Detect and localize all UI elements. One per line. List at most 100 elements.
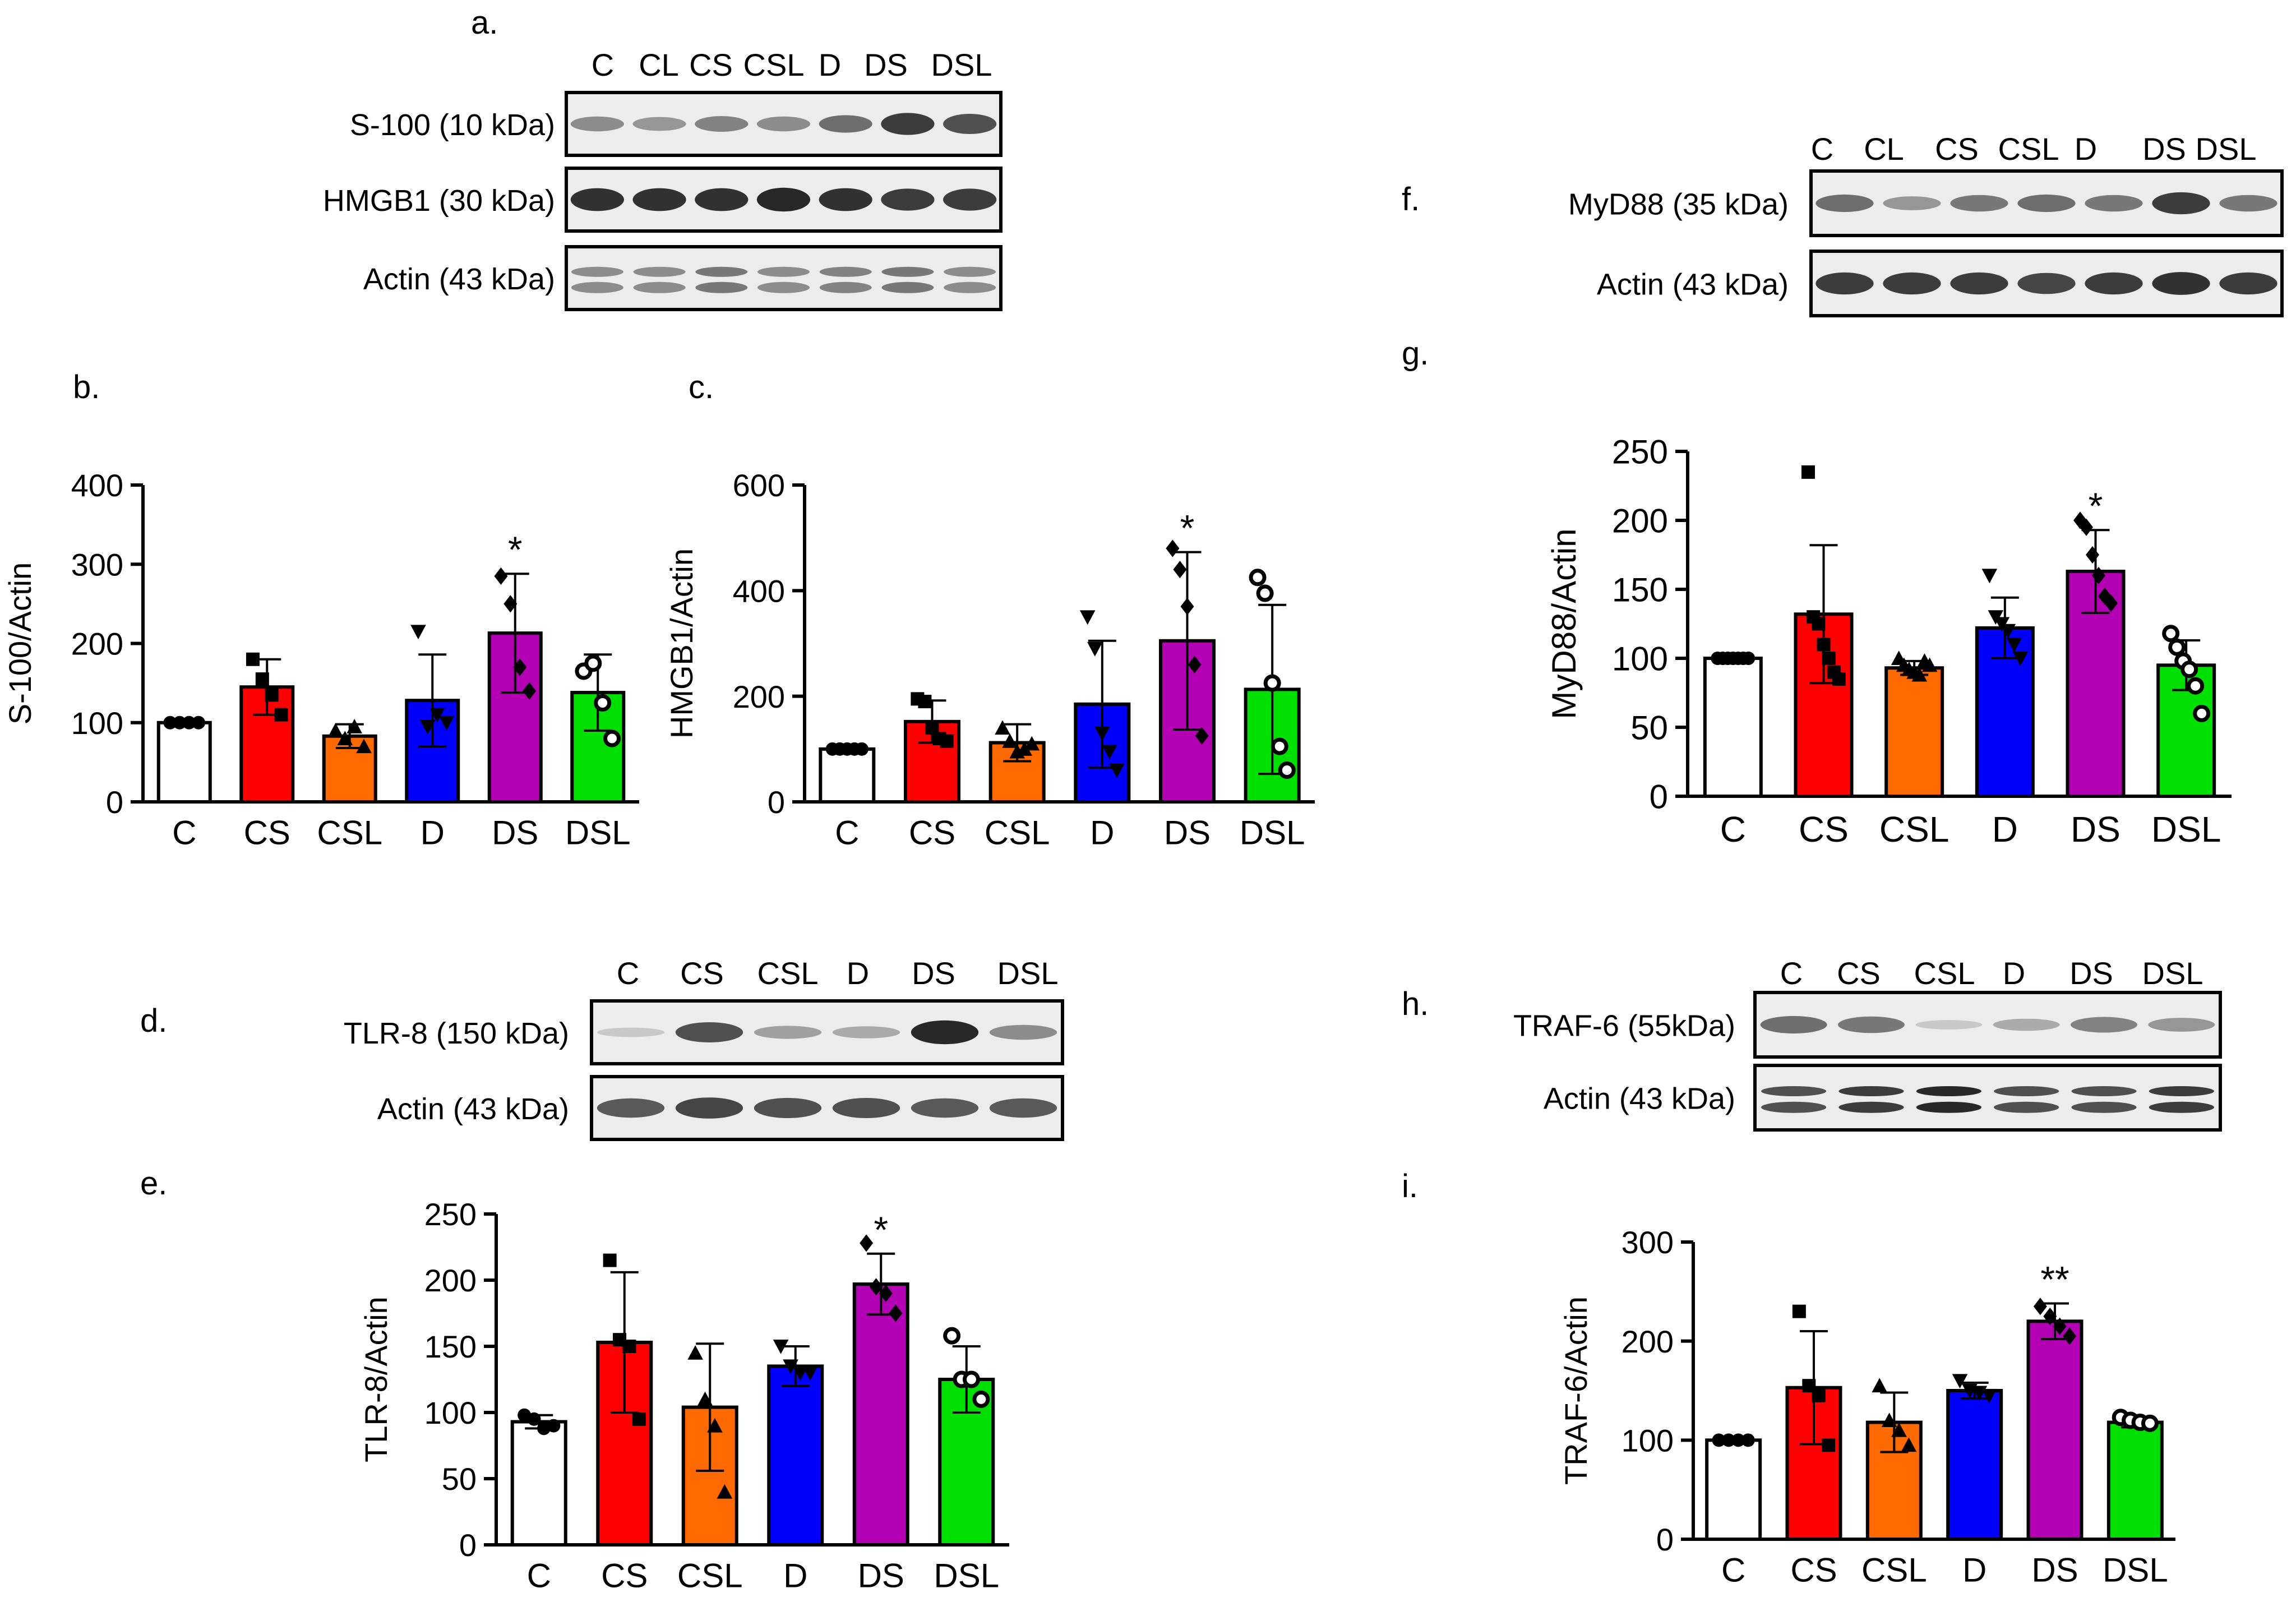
blot-a-lane-label: CL — [639, 47, 679, 82]
blot-f-row-label: MyD88 (35 kDa) — [1568, 188, 1789, 221]
blot-band — [2152, 192, 2210, 215]
data-point — [1166, 539, 1180, 557]
bar-CS — [239, 685, 295, 804]
blot-band — [1915, 1020, 1983, 1030]
blot-h-row-label: Actin (43 kDa) — [1544, 1082, 1735, 1116]
blot-band — [2085, 195, 2143, 212]
data-point — [2104, 594, 2118, 612]
blot-band — [675, 1097, 743, 1119]
data-point — [1812, 617, 1826, 631]
panel-letter-i: i. — [1402, 1168, 1418, 1204]
data-point — [410, 625, 426, 640]
blot-band — [2219, 272, 2277, 295]
data-point — [687, 1345, 703, 1360]
blot-band — [2085, 272, 2143, 295]
data-point — [1891, 1422, 1907, 1437]
blot-band — [1760, 1015, 1827, 1034]
blot-d-lane-label: CS — [680, 955, 724, 991]
data-point — [860, 1234, 874, 1252]
x-tick-label: DS — [1164, 814, 1211, 852]
data-point — [1981, 1388, 1997, 1404]
blot-f-row-label: Actin (43 kDa) — [1597, 268, 1789, 302]
blot-band — [754, 1098, 822, 1118]
data-point — [547, 1419, 561, 1433]
data-point — [503, 595, 518, 613]
data-point — [995, 720, 1010, 735]
blot-a-lane-label: DS — [864, 47, 908, 82]
x-tick-label: D — [1992, 809, 2018, 850]
x-tick-label: DS — [492, 814, 538, 852]
y-tick-label: 400 — [71, 468, 123, 503]
data-point — [1180, 597, 1194, 616]
blot-band — [944, 266, 996, 277]
blot-band — [1883, 272, 1941, 295]
data-point — [802, 1366, 818, 1381]
x-tick-label: CS — [1799, 809, 1849, 850]
chart-b: 0 100 200 300 400 S-100/Actin C CS CSL D DS * DSL — [2, 468, 639, 852]
data-point — [327, 723, 344, 737]
panel-letter-e: e. — [140, 1165, 167, 1202]
data-point — [1173, 561, 1187, 579]
x-tick-label: C — [835, 814, 859, 852]
data-point — [246, 652, 260, 666]
blot-band — [597, 1027, 665, 1037]
data-point — [622, 1340, 636, 1353]
x-tick-label: DS — [2071, 809, 2121, 850]
y-tick-label: 250 — [1612, 433, 1668, 471]
blot-f-lane-label: DS — [2142, 131, 2186, 167]
x-tick-label: CSL — [677, 1557, 743, 1595]
data-point — [717, 1484, 733, 1499]
data-point — [962, 1370, 980, 1388]
blot-band — [571, 281, 623, 293]
data-point — [1832, 672, 1846, 686]
blot-d-lane-label: DSL — [997, 955, 1059, 991]
data-point — [2141, 1414, 2159, 1432]
data-point — [1249, 569, 1267, 587]
y-tick-label: 0 — [106, 784, 123, 820]
blot-band — [633, 281, 686, 293]
y-tick-label: 300 — [71, 547, 123, 582]
blot-h-lane-label: D — [2003, 955, 2025, 991]
blot-band — [756, 116, 811, 132]
blot-band — [2219, 195, 2277, 212]
significance-marker: * — [2089, 485, 2103, 527]
panel-letter-h: h. — [1402, 986, 1429, 1022]
data-point — [584, 654, 602, 672]
y-tick-label: 0 — [768, 784, 785, 820]
data-point — [1017, 741, 1033, 756]
y-tick-label: 200 — [71, 626, 123, 662]
blot-band — [2071, 1017, 2137, 1033]
blot-d-membrane — [590, 999, 1064, 1065]
blot-band — [757, 266, 810, 277]
panel-letter-c: c. — [689, 369, 714, 405]
blot-d-lane-label: D — [847, 955, 869, 991]
data-point — [438, 716, 455, 731]
x-tick-label: CS — [1790, 1552, 1837, 1589]
blot-band — [1916, 1086, 1981, 1096]
data-point — [494, 567, 508, 585]
bar-DS — [2026, 1319, 2084, 1541]
data-point — [1801, 465, 1815, 479]
blot-a-row-label: S-100 (10 kDa) — [350, 108, 555, 142]
bar-charts: 0 100 200 300 400 S-100/Actin C CS CSL D DS * DSL 0 20… — [2, 433, 2232, 1595]
blot-band — [911, 1098, 979, 1118]
blot-band — [570, 116, 624, 132]
x-tick-label: DSL — [2103, 1552, 2168, 1589]
data-point — [1822, 1438, 1836, 1452]
y-tick-label: 200 — [1612, 502, 1668, 540]
data-point — [2187, 677, 2205, 695]
data-point — [2000, 624, 2016, 639]
panel-letter-b: b. — [73, 369, 100, 405]
panel-letter-f: f. — [1402, 181, 1420, 218]
y-tick-label: 250 — [424, 1197, 477, 1232]
data-point — [603, 730, 621, 747]
x-tick-label: D — [421, 814, 445, 852]
data-point — [1921, 657, 1938, 672]
x-tick-label: D — [1962, 1552, 1987, 1589]
bar-C — [510, 1420, 567, 1547]
data-point — [783, 1359, 798, 1374]
blot-band — [597, 1098, 665, 1118]
blot-a-row-label: Actin (43 kDa) — [363, 262, 555, 296]
data-point — [594, 694, 612, 712]
blot-a-lane-label: CSL — [743, 47, 805, 82]
